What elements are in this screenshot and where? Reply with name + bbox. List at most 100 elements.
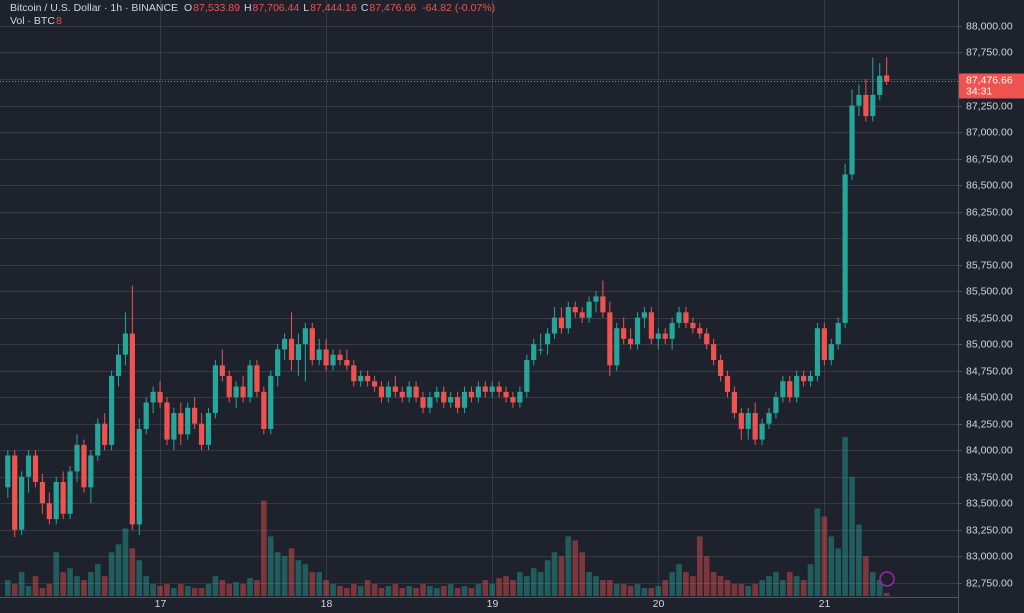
- candle-body: [496, 386, 502, 392]
- volume-bar: [468, 588, 475, 596]
- volume-bar: [683, 572, 689, 596]
- volume-bar: [226, 584, 233, 596]
- volume-bar: [731, 584, 738, 596]
- y-tick-label: 87,000.00: [966, 126, 1013, 138]
- y-tick-label: 84,500.00: [966, 391, 1013, 403]
- ohlc-key: L: [303, 2, 309, 14]
- candle-body: [254, 365, 260, 392]
- change: -64.82 (-0.07%): [422, 2, 495, 14]
- volume-bar: [669, 572, 675, 596]
- volume-bar: [247, 578, 253, 596]
- candle-body: [780, 381, 786, 398]
- grid: [0, 0, 958, 596]
- badge-icon[interactable]: [879, 571, 895, 587]
- volume-bar: [129, 548, 136, 596]
- volume-bar: [219, 580, 226, 596]
- volume-bar: [697, 536, 703, 596]
- candle-body: [828, 344, 834, 361]
- volume-bar: [212, 576, 219, 596]
- ohlc-key: O: [184, 2, 192, 14]
- candle-body: [544, 333, 551, 345]
- volume-bar: [364, 580, 371, 596]
- volume-bar: [191, 588, 198, 596]
- volume-bar: [143, 576, 149, 596]
- volume-bar: [524, 576, 530, 596]
- volume-bar: [254, 580, 260, 596]
- candle-body: [185, 407, 191, 435]
- candle-body: [448, 397, 454, 403]
- candle-body: [150, 391, 156, 403]
- candle-body: [628, 338, 634, 345]
- y-tick-label: 83,750.00: [966, 471, 1013, 483]
- volume-bar: [565, 536, 572, 596]
- volume-title: Vol · BTC: [10, 15, 55, 27]
- volume-bar: [461, 586, 468, 596]
- volume-bar: [835, 548, 841, 596]
- ohlc-value: 87,444.16: [310, 2, 357, 14]
- ohlc-key: C: [361, 2, 369, 14]
- volume-bar: [828, 536, 835, 596]
- volume-bar: [579, 552, 585, 596]
- candle-body: [420, 397, 426, 408]
- y-tick-label: 83,250.00: [966, 524, 1013, 536]
- candle-body: [821, 328, 827, 361]
- volume-bar: [600, 580, 606, 596]
- candle-body: [503, 391, 509, 398]
- volume-bar: [53, 552, 60, 596]
- last-price-box: [959, 73, 1024, 99]
- volume-bar: [627, 586, 634, 596]
- candle-body: [74, 444, 80, 472]
- candle-body: [171, 413, 177, 440]
- volume-bar: [371, 584, 378, 596]
- candle-body: [365, 375, 371, 382]
- candle-body: [621, 328, 627, 339]
- ohlc-value: 87,706.44: [253, 2, 300, 14]
- y-tick-label: 82,750.00: [966, 577, 1013, 589]
- last-price-label: 87,476.66: [966, 74, 1013, 86]
- candle-body: [586, 301, 592, 318]
- volume-bar: [136, 560, 143, 596]
- volume-bar: [309, 572, 316, 596]
- y-tick-label: 86,000.00: [966, 232, 1013, 244]
- candle-body: [198, 423, 205, 445]
- volume-bar: [122, 528, 129, 596]
- candle-body: [212, 365, 218, 414]
- candle-body: [81, 444, 87, 488]
- candle-body: [641, 312, 648, 318]
- candle-body: [39, 481, 45, 504]
- volume-bar: [399, 588, 406, 596]
- candle-body: [413, 386, 419, 398]
- volume-bar: [558, 556, 565, 596]
- candle-body: [282, 338, 288, 350]
- candle-body: [434, 391, 440, 398]
- volume-bar: [420, 584, 426, 596]
- volume-bar: [171, 588, 177, 596]
- y-tick-label: 83,000.00: [966, 550, 1013, 562]
- y-tick-label: 85,250.00: [966, 312, 1013, 324]
- volume-bar: [876, 580, 883, 596]
- volume-bar: [856, 524, 862, 596]
- candle-body: [226, 375, 232, 398]
- volume-bar: [184, 586, 191, 596]
- volume-bar: [434, 588, 440, 596]
- countdown: 34:31: [966, 85, 992, 97]
- candle-body: [455, 397, 461, 408]
- candle-body: [60, 481, 66, 514]
- y-tick-label: 87,250.00: [966, 100, 1013, 112]
- candle-body: [247, 365, 253, 398]
- volume-bar: [745, 586, 752, 596]
- volume-bar: [302, 564, 309, 596]
- volume-bar: [766, 576, 772, 596]
- volume-bar: [406, 586, 412, 596]
- y-tick-label: 84,000.00: [966, 444, 1013, 456]
- volume-bar: [641, 588, 648, 596]
- candle-body: [807, 375, 814, 382]
- volume-bar: [780, 580, 786, 596]
- volume-bar: [676, 564, 682, 596]
- volume-bar: [738, 584, 745, 596]
- volume-bar: [81, 580, 87, 596]
- candle-body: [877, 75, 883, 95]
- candle-body: [143, 402, 149, 429]
- candle-body: [724, 375, 731, 392]
- y-tick-label: 86,500.00: [966, 179, 1013, 191]
